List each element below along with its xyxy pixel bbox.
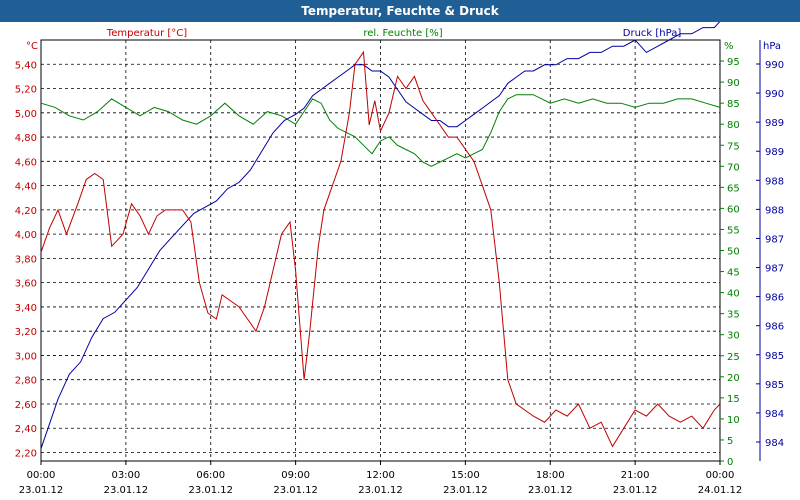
humidity-tick-label: 40 — [727, 289, 740, 300]
x-tick-date-label: 23.01.12 — [528, 485, 573, 496]
temperature-tick-label: 5,00 — [15, 109, 37, 120]
pressure-tick-label: 985 — [765, 380, 784, 391]
x-tick-time-label: 15:00 — [451, 470, 480, 481]
humidity-tick-label: 55 — [727, 225, 740, 236]
x-tick-date-label: 23.01.12 — [104, 485, 149, 496]
temperature-tick-label: 3,60 — [15, 279, 37, 290]
x-tick-time-label: 06:00 — [196, 470, 225, 481]
humidity-tick-label: 80 — [727, 120, 740, 131]
x-tick-date-label: 23.01.12 — [358, 485, 403, 496]
pressure-tick-label: 986 — [765, 322, 784, 333]
x-tick-date-label: 23.01.12 — [443, 485, 488, 496]
temperature-tick-label: 3,00 — [15, 351, 37, 362]
humidity-tick-label: 95 — [727, 57, 740, 68]
humidity-series-label: rel. Feuchte [%] — [363, 28, 442, 39]
temperature-tick-label: 4,00 — [15, 230, 37, 241]
pressure-tick-label: 986 — [765, 293, 784, 304]
pressure-tick-label: 990 — [765, 89, 784, 100]
pressure-tick-label: 989 — [765, 118, 784, 129]
pressure-series-label: Druck [hPa] — [623, 28, 682, 39]
temperature-tick-label: 2,40 — [15, 424, 37, 435]
pressure-tick-label: 988 — [765, 205, 784, 216]
temperature-line — [40, 50, 721, 448]
x-tick-time-label: 00:00 — [27, 470, 56, 481]
temperature-tick-label: 3,20 — [15, 327, 37, 338]
temperature-tick-label: 2,20 — [15, 449, 37, 460]
x-tick-date-label: 23.01.12 — [188, 485, 233, 496]
temperature-tick-label: 3,40 — [15, 303, 37, 314]
pressure-tick-label: 987 — [765, 264, 784, 275]
pressure-tick-label: 987 — [765, 234, 784, 245]
humidity-tick-label: 35 — [727, 310, 740, 321]
temperature-tick-label: 4,40 — [15, 182, 37, 193]
pressure-tick-label: 990 — [765, 60, 784, 71]
temperature-tick-label: 4,80 — [15, 133, 37, 144]
humidity-tick-label: 65 — [727, 183, 740, 194]
humidity-tick-label: 15 — [727, 394, 740, 405]
humidity-unit-label: % — [724, 41, 734, 52]
x-tick-time-label: 03:00 — [111, 470, 140, 481]
humidity-tick-label: 60 — [727, 204, 740, 215]
pressure-tick-label: 985 — [765, 351, 784, 362]
temperature-tick-label: 5,40 — [15, 60, 37, 71]
humidity-tick-label: 85 — [727, 99, 740, 110]
humidity-tick-label: 50 — [727, 247, 740, 258]
temperature-tick-label: 3,80 — [15, 254, 37, 265]
humidity-tick-label: 20 — [727, 373, 740, 384]
temperature-tick-label: 2,60 — [15, 400, 37, 411]
x-tick-date-label: 23.01.12 — [273, 485, 318, 496]
temperature-tick-label: 4,20 — [15, 206, 37, 217]
chart-plot: 2,20 2,40 2,60 2,80 3,00 3,20 3,40 3,60 3,80 4,00… — [15, 22, 784, 496]
humidity-line — [40, 94, 721, 167]
x-tick-time-label: 18:00 — [536, 470, 565, 481]
x-tick-time-label: 21:00 — [621, 470, 650, 481]
pressure-unit-label: hPa — [763, 41, 781, 52]
humidity-tick-label: 45 — [727, 268, 740, 279]
pressure-tick-label: 984 — [765, 438, 784, 449]
temperature-series-label: Temperatur [°C] — [106, 28, 187, 39]
temperature-tick-label: 5,20 — [15, 85, 37, 96]
humidity-tick-label: 30 — [727, 331, 740, 342]
pressure-tick-label: 984 — [765, 409, 784, 420]
chart-title: Temperatur, Feuchte & Druck — [0, 0, 800, 22]
x-tick-date-label: 23.01.12 — [19, 485, 64, 496]
humidity-tick-label: 75 — [727, 141, 740, 152]
x-tick-time-label: 12:00 — [366, 470, 395, 481]
humidity-tick-label: 90 — [727, 78, 740, 89]
temperature-unit-label: °C — [26, 41, 38, 52]
temperature-tick-label: 4,60 — [15, 157, 37, 168]
humidity-tick-label: 10 — [727, 415, 740, 426]
pressure-line — [40, 22, 721, 449]
humidity-tick-label: 25 — [727, 352, 740, 363]
x-tick-time-label: 09:00 — [281, 470, 310, 481]
pressure-tick-label: 988 — [765, 176, 784, 187]
humidity-tick-label: 70 — [727, 162, 740, 173]
humidity-tick-label: 5 — [727, 436, 733, 447]
x-tick-date-label: 24.01.12 — [698, 485, 743, 496]
humidity-tick-label: 0 — [727, 457, 733, 468]
pressure-tick-label: 989 — [765, 147, 784, 158]
temperature-tick-label: 2,80 — [15, 376, 37, 387]
x-tick-time-label: 00:00 — [706, 470, 735, 481]
x-tick-date-label: 23.01.12 — [613, 485, 658, 496]
